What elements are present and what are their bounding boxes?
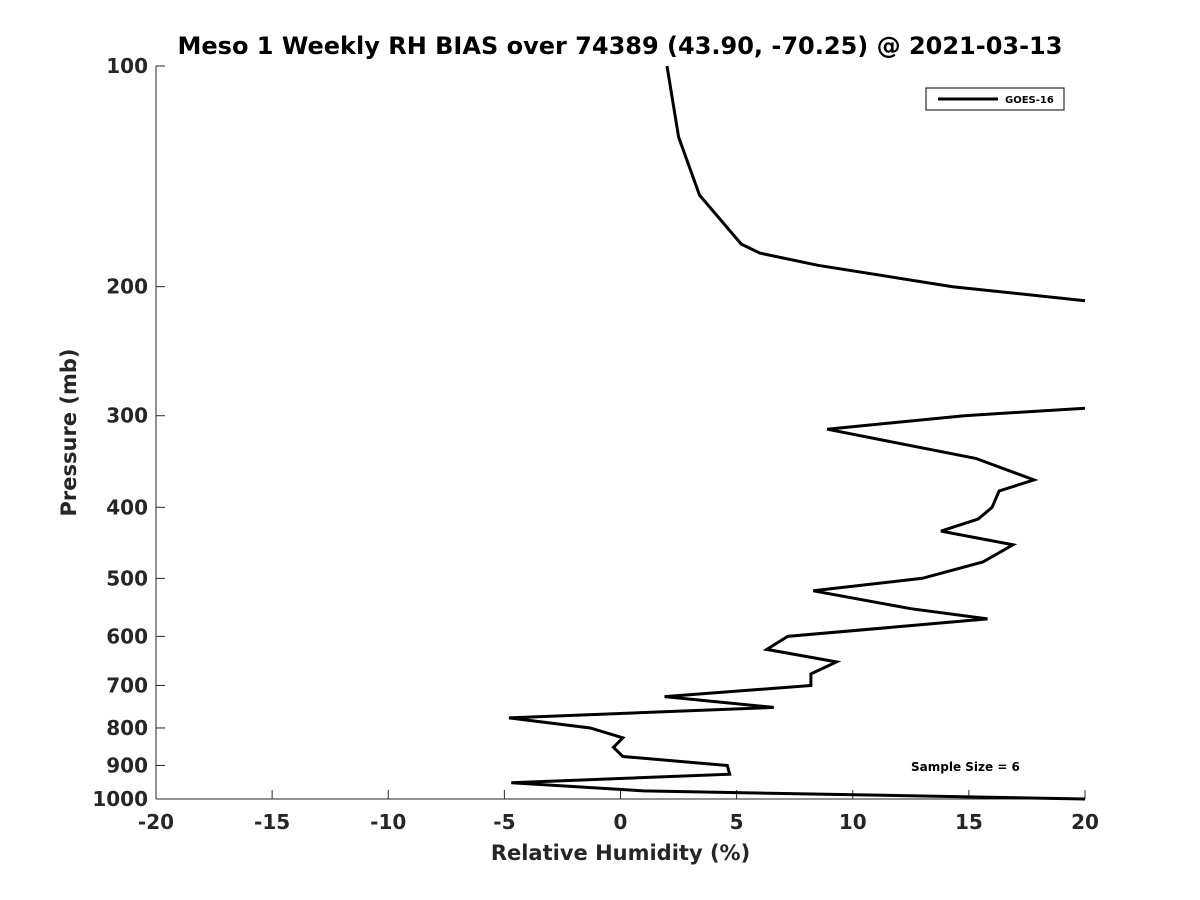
series-line-goes-16 xyxy=(665,65,1086,303)
x-tick-label: 5 xyxy=(730,810,744,834)
x-tick-label: -20 xyxy=(138,810,174,834)
legend: GOES-16 xyxy=(925,87,1065,111)
y-tick-label: 100 xyxy=(106,54,148,78)
x-axis-label: Relative Humidity (%) xyxy=(491,841,750,865)
y-tick-label: 200 xyxy=(106,275,148,299)
y-tick-label: 400 xyxy=(106,495,148,519)
y-tick-label: 700 xyxy=(106,673,148,697)
y-tick-label: 500 xyxy=(106,566,148,590)
y-tick-label: 600 xyxy=(106,624,148,648)
x-tick-label: 15 xyxy=(955,810,983,834)
y-tick-label: 300 xyxy=(106,404,148,428)
y-axis-label: Pressure (mb) xyxy=(57,349,81,517)
x-tick-label: -5 xyxy=(493,810,515,834)
x-tick-label: 10 xyxy=(839,810,867,834)
x-tick-label: 0 xyxy=(614,810,628,834)
x-tick-label: 20 xyxy=(1071,810,1099,834)
series-line-goes-16 xyxy=(508,406,1086,801)
y-tick-label: 800 xyxy=(106,716,148,740)
y-axis-ticks: 100 200 300 400 500 600 700 800 900 1000 xyxy=(92,54,165,811)
sample-size-annotation: Sample Size = 6 xyxy=(911,760,1020,774)
legend-label-goes-16: GOES-16 xyxy=(1005,95,1054,106)
x-axis-ticks: -20 -15 -10 -5 0 5 10 15 20 xyxy=(138,790,1099,834)
x-tick-label: -15 xyxy=(254,810,290,834)
x-tick-label: -10 xyxy=(370,810,406,834)
chart-title: Meso 1 Weekly RH BIAS over 74389 (43.90,… xyxy=(178,32,1063,60)
series-lines xyxy=(508,65,1086,801)
y-tick-label: 900 xyxy=(106,753,148,777)
y-tick-label: 1000 xyxy=(92,787,148,811)
